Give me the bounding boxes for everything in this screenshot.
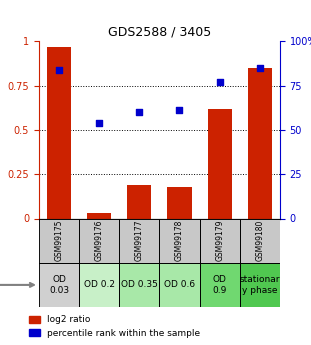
- FancyBboxPatch shape: [39, 218, 79, 263]
- Point: [177, 108, 182, 113]
- Text: GSM99177: GSM99177: [135, 220, 144, 262]
- Text: OD 0.35: OD 0.35: [121, 280, 158, 289]
- Legend: log2 ratio, percentile rank within the sample: log2 ratio, percentile rank within the s…: [26, 313, 203, 341]
- Text: GSM99179: GSM99179: [215, 220, 224, 262]
- Text: GSM99178: GSM99178: [175, 220, 184, 261]
- Text: OD 0.6: OD 0.6: [164, 280, 195, 289]
- Text: OD
0.9: OD 0.9: [212, 275, 227, 295]
- FancyBboxPatch shape: [119, 218, 160, 263]
- Text: stationar
y phase: stationar y phase: [239, 275, 280, 295]
- FancyBboxPatch shape: [79, 263, 119, 307]
- Bar: [208, 109, 232, 218]
- Text: GSM99175: GSM99175: [54, 220, 63, 262]
- Text: OD 0.2: OD 0.2: [84, 280, 115, 289]
- Bar: [47, 47, 71, 218]
- FancyBboxPatch shape: [240, 218, 280, 263]
- Point: [57, 67, 62, 72]
- FancyBboxPatch shape: [119, 263, 160, 307]
- Title: GDS2588 / 3405: GDS2588 / 3405: [108, 26, 211, 39]
- Text: age: age: [0, 280, 34, 290]
- Bar: [167, 187, 192, 218]
- Point: [97, 120, 102, 126]
- Text: OD
0.03: OD 0.03: [49, 275, 69, 295]
- Text: GSM99176: GSM99176: [95, 220, 104, 262]
- FancyBboxPatch shape: [160, 263, 200, 307]
- FancyBboxPatch shape: [39, 263, 79, 307]
- FancyBboxPatch shape: [200, 263, 240, 307]
- FancyBboxPatch shape: [79, 218, 119, 263]
- Bar: [127, 185, 151, 218]
- FancyBboxPatch shape: [240, 263, 280, 307]
- Text: GSM99180: GSM99180: [255, 220, 264, 261]
- Point: [257, 65, 262, 71]
- Bar: [87, 213, 111, 218]
- FancyBboxPatch shape: [200, 218, 240, 263]
- Point: [137, 109, 142, 115]
- FancyBboxPatch shape: [160, 218, 200, 263]
- Bar: [248, 68, 272, 218]
- Point: [217, 79, 222, 85]
